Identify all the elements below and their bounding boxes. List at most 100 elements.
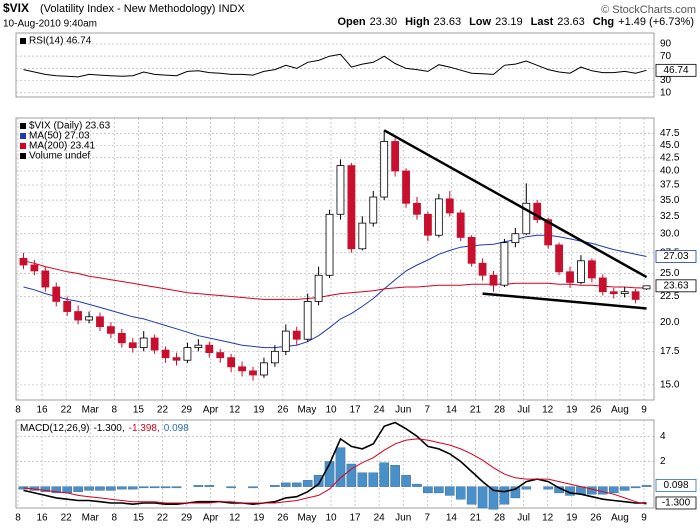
candle-body	[292, 330, 301, 340]
legend-swatch	[20, 38, 26, 44]
histogram-bar	[434, 486, 444, 494]
histogram-bar	[204, 485, 215, 487]
candle-body	[424, 213, 432, 236]
histogram-bar	[477, 486, 488, 509]
histogram-bar	[95, 486, 105, 491]
x-tick-label: 22	[157, 513, 169, 524]
x-tick-label: 19	[566, 513, 578, 524]
histogram-bar	[608, 486, 619, 494]
quote-value: 23.30	[370, 16, 398, 28]
candle-body	[369, 196, 378, 224]
candle-body	[227, 357, 236, 368]
quote-label: Low	[469, 16, 491, 28]
y-tick-label: 4	[660, 431, 666, 442]
candle-body	[260, 362, 268, 376]
x-tick-label: 29	[181, 405, 193, 416]
x-tick-label: Jun	[395, 405, 411, 416]
y-tick-label: 32.5	[660, 211, 680, 222]
candle-body	[511, 233, 520, 244]
series-line	[23, 421, 647, 506]
x-tick-label: 28	[494, 513, 506, 524]
x-tick-label: 29	[181, 513, 193, 524]
x-tick-label: 19	[253, 513, 265, 524]
legend-entry: 0.098	[164, 423, 189, 434]
legend-entry: MACD(12,26,9)	[20, 423, 89, 434]
histogram-bar	[149, 486, 160, 489]
quote-value: +1.49 (+6.73%)	[618, 16, 694, 28]
x-tick-label: 8	[112, 405, 118, 416]
candle-body	[128, 342, 137, 349]
candle-body	[41, 270, 50, 288]
histogram-bar	[127, 486, 138, 490]
candle-body	[577, 260, 585, 283]
x-tick-label: Apr	[203, 513, 219, 524]
x-tick-label: May	[297, 513, 316, 524]
x-tick-label: 12	[229, 513, 241, 524]
histogram-bar	[73, 486, 83, 492]
candle-body	[238, 366, 246, 372]
candle-body	[631, 291, 640, 300]
histogram-bar	[368, 472, 379, 487]
trendline	[383, 129, 648, 279]
candle-body	[522, 202, 531, 235]
y-tick-label: 15.0	[660, 380, 680, 391]
histogram-bar	[193, 485, 204, 487]
histogram-bar	[543, 486, 553, 490]
panel-frame	[15, 32, 655, 98]
x-tick-label: 10	[325, 513, 337, 524]
value-tag-label: 23.63	[663, 280, 688, 291]
candle-body	[598, 277, 607, 293]
histogram-bar	[466, 486, 477, 505]
x-tick-label: 16	[37, 405, 49, 416]
x-tick-label: 8	[15, 513, 21, 524]
quote-value: 23.63	[434, 16, 462, 28]
candle-body	[544, 219, 553, 246]
candle-body	[194, 344, 203, 349]
legend-entry: $VIX (Daily) 23.63	[29, 121, 111, 132]
credit: © StockCharts.com	[601, 4, 696, 16]
y-tick-label: 35.0	[660, 195, 680, 206]
x-tick-label: Aug	[611, 405, 629, 416]
candle-body	[358, 222, 367, 250]
candle-body	[303, 301, 312, 340]
y-tick-label: 70	[660, 51, 672, 62]
candle-body	[85, 316, 93, 321]
candle-body	[117, 332, 126, 344]
legend-swatch	[20, 153, 26, 159]
y-tick-label: 40.0	[660, 166, 680, 177]
x-tick-label: 21	[470, 405, 482, 416]
candle-body	[445, 198, 454, 214]
histogram-bar	[138, 486, 149, 489]
trendline	[482, 292, 647, 310]
candle-body	[205, 344, 214, 353]
candle-body	[74, 311, 83, 321]
candle-body	[19, 257, 28, 266]
candle-body	[391, 141, 400, 172]
x-tick-label: 19	[566, 405, 578, 416]
histogram-bar	[401, 475, 411, 487]
histogram-bar	[51, 486, 62, 494]
candle-body	[161, 349, 170, 359]
value-tag-label: -1.300	[662, 498, 691, 509]
x-tick-label: 8	[112, 513, 118, 524]
value-tag	[655, 496, 697, 510]
histogram-bar	[390, 465, 400, 487]
y-tick-label: 47.5	[660, 128, 680, 139]
candle-body	[281, 330, 290, 352]
histogram-bar	[226, 486, 236, 489]
candle-body	[30, 264, 39, 272]
y-tick-label: 2	[660, 456, 666, 467]
quote-label: Chg	[593, 16, 614, 28]
histogram-bar	[18, 486, 29, 490]
value-tag	[655, 250, 697, 263]
symbol-name: (Volatility Index - New Methodology) IND…	[40, 3, 245, 15]
candle-body	[566, 271, 574, 283]
quote-label: Open	[337, 16, 365, 28]
candle-body	[413, 202, 421, 215]
value-tag-label: 0.098	[663, 480, 688, 491]
candle-body	[533, 202, 542, 221]
x-tick-label: 19	[253, 405, 265, 416]
histogram-bar	[291, 482, 302, 487]
histogram-bar	[488, 486, 499, 510]
